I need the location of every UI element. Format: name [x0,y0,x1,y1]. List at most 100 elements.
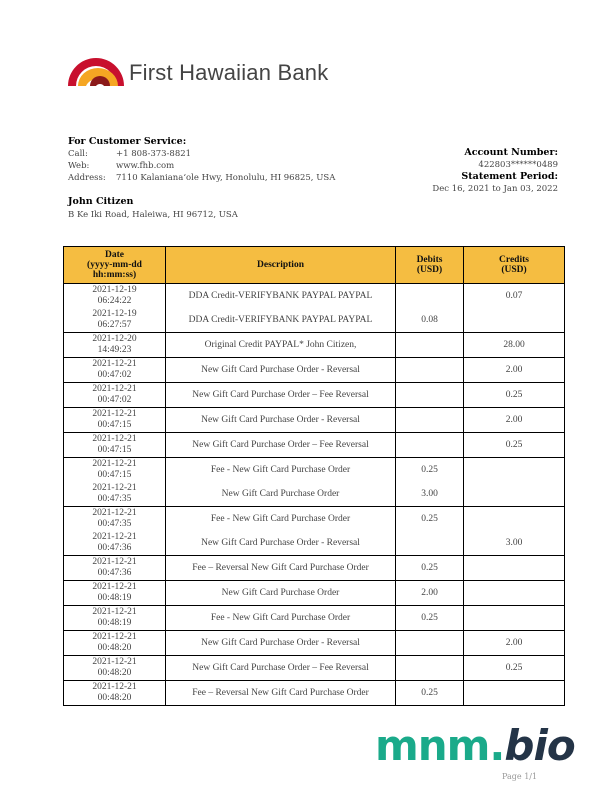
credit-cell [463,457,565,482]
table-row: 2021-12-21 00:48:20 Fee – Reversal New Gi… [63,680,565,706]
time: 00:47:02 [97,370,132,380]
customer-address: B Ke Iki Road, Haleiwa, HI 96712, USA [68,210,238,220]
date: 2021-12-21 [92,359,137,369]
description-cell: Fee - New Gift Card Purchase Order [165,506,396,531]
debit-cell [395,357,464,383]
debit-cell: 0.25 [395,506,464,531]
credit-cell: 0.25 [463,382,565,408]
date-cell: 2021-12-21 00:47:02 [63,357,166,383]
credit-cell: 2.00 [463,630,565,656]
customer-service-title: For Customer Service: [68,136,187,147]
credit-cell [463,482,565,507]
description-cell: DDA Credit-VERIFYBANK PAYPAL PAYPAL [165,308,396,333]
address-label: Address: [68,173,106,183]
time: 00:47:15 [97,445,132,455]
header-debits: Debits (USD) [395,246,464,284]
description-cell: New Gift Card Purchase Order - Reversal [165,407,396,433]
credit-cell: 0.07 [463,283,565,308]
table-row: 2021-12-21 00:48:19 New Gift Card Purchas… [63,580,565,606]
time: 00:48:20 [97,668,132,678]
time: 00:48:20 [97,693,132,703]
description-cell: Fee - New Gift Card Purchase Order [165,605,396,631]
description-cell: New Gift Card Purchase Order [165,580,396,606]
date-cell: 2021-12-21 00:48:19 [63,605,166,631]
date-cell: 2021-12-21 00:47:15 [63,457,166,482]
table-row: 2021-12-21 00:48:19 Fee - New Gift Card P… [63,605,565,631]
time: 00:47:02 [97,395,132,405]
time: 00:47:36 [97,568,132,578]
header-description: Description [165,246,396,284]
table-row: 2021-12-21 00:48:20 New Gift Card Purchas… [63,655,565,681]
web-value: www.fhb.com [116,161,175,171]
debit-cell [395,432,464,458]
account-number-label: Account Number: [464,147,558,158]
bank-name: First Hawaiian Bank [129,60,329,85]
table-row: 2021-12-21 00:47:35 New Gift Card Purchas… [63,482,565,507]
date: 2021-12-21 [92,508,137,518]
description-cell: Fee – Reversal New Gift Card Purchase Or… [165,555,396,581]
customer-name: John Citizen [68,196,134,207]
credit-cell: 0.25 [463,655,565,681]
call-label: Call: [68,149,88,159]
date-cell: 2021-12-21 00:47:36 [63,531,166,556]
description-cell: New Gift Card Purchase Order - Reversal [165,357,396,383]
date-cell: 2021-12-21 00:48:20 [63,630,166,656]
bank-logo-icon [68,58,124,86]
credit-cell: 2.00 [463,407,565,433]
table-row: 2021-12-21 00:48:20 New Gift Card Purchas… [63,630,565,656]
description-cell: New Gift Card Purchase Order – Fee Rever… [165,382,396,408]
date: 2021-12-21 [92,657,137,667]
date-cell: 2021-12-21 00:47:15 [63,432,166,458]
date: 2021-12-21 [92,607,137,617]
address-line: Address: 7110 Kalaniana‘ole Hwy, Honolulu… [68,173,335,183]
description-cell: Fee - New Gift Card Purchase Order [165,457,396,482]
date: 2021-12-21 [92,532,137,542]
debit-cell: 0.25 [395,680,464,706]
debit-cell: 0.25 [395,457,464,482]
date-cell: 2021-12-19 06:24:22 [63,283,166,308]
debit-cell: 2.00 [395,580,464,606]
date-cell: 2021-12-21 00:47:15 [63,407,166,433]
date: 2021-12-21 [92,557,137,567]
date: 2021-12-19 [92,309,137,319]
debit-cell [395,630,464,656]
time: 00:48:20 [97,643,132,653]
credit-cell: 28.00 [463,332,565,358]
debit-cell [395,332,464,358]
debit-cell: 0.25 [395,555,464,581]
table-row: 2021-12-21 00:47:02 New Gift Card Purchas… [63,357,565,383]
debit-cell: 0.25 [395,605,464,631]
date: 2021-12-20 [92,334,137,344]
web-label: Web: [68,161,90,171]
table-row: 2021-12-21 00:47:36 New Gift Card Purchas… [63,531,565,556]
time: 00:48:19 [97,593,132,603]
time: 00:47:15 [97,420,132,430]
date: 2021-12-21 [92,682,137,692]
date-cell: 2021-12-21 00:47:36 [63,555,166,581]
credit-cell [463,605,565,631]
table-row: 2021-12-21 00:47:35 Fee - New Gift Card P… [63,506,565,531]
time: 06:27:57 [97,320,132,330]
description-cell: New Gift Card Purchase Order [165,482,396,507]
date: 2021-12-21 [92,632,137,642]
credit-cell: 0.25 [463,432,565,458]
debit-cell [395,283,464,308]
description-cell: New Gift Card Purchase Order – Fee Rever… [165,432,396,458]
call-value: +1 808-373-8821 [116,149,192,159]
time: 00:48:19 [97,618,132,628]
table-row: 2021-12-21 00:47:15 Fee - New Gift Card P… [63,457,565,482]
date-cell: 2021-12-21 00:48:20 [63,655,166,681]
time: 00:47:15 [97,470,132,480]
date-cell: 2021-12-21 00:47:02 [63,382,166,408]
credit-cell [463,680,565,706]
time: 14:49:23 [97,345,132,355]
date: 2021-12-21 [92,582,137,592]
page-number: Page 1/1 [502,772,538,781]
description-cell: Fee – Reversal New Gift Card Purchase Or… [165,680,396,706]
statement-period: Dec 16, 2021 to Jan 03, 2022 [432,184,558,194]
table-row: 2021-12-21 00:47:15 New Gift Card Purchas… [63,407,565,433]
debit-cell: 0.08 [395,308,464,333]
credit-cell [463,308,565,333]
table-row: 2021-12-21 00:47:36 Fee – Reversal New Gi… [63,555,565,581]
